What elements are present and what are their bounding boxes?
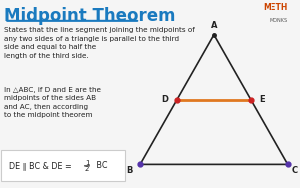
Text: B: B bbox=[126, 166, 133, 175]
FancyBboxPatch shape bbox=[2, 150, 125, 181]
Text: A: A bbox=[211, 21, 217, 30]
Text: DE ∥ BC & DE =: DE ∥ BC & DE = bbox=[9, 161, 74, 170]
Text: MONKS: MONKS bbox=[270, 18, 288, 23]
Text: D: D bbox=[161, 95, 168, 104]
Text: States that the line segment joining the midpoints of
any two sides of a triangl: States that the line segment joining the… bbox=[4, 27, 195, 59]
Text: E: E bbox=[260, 95, 265, 104]
Text: MΞTH: MΞTH bbox=[263, 3, 288, 12]
Text: C: C bbox=[291, 166, 298, 175]
Text: BC: BC bbox=[94, 161, 108, 170]
Text: 1: 1 bbox=[85, 160, 89, 166]
Text: 2: 2 bbox=[85, 166, 89, 172]
Text: In △ABC, if D and E are the
midpoints of the sides AB
and AC, then according
to : In △ABC, if D and E are the midpoints of… bbox=[4, 87, 101, 118]
Text: Midpoint Theorem: Midpoint Theorem bbox=[4, 7, 176, 25]
